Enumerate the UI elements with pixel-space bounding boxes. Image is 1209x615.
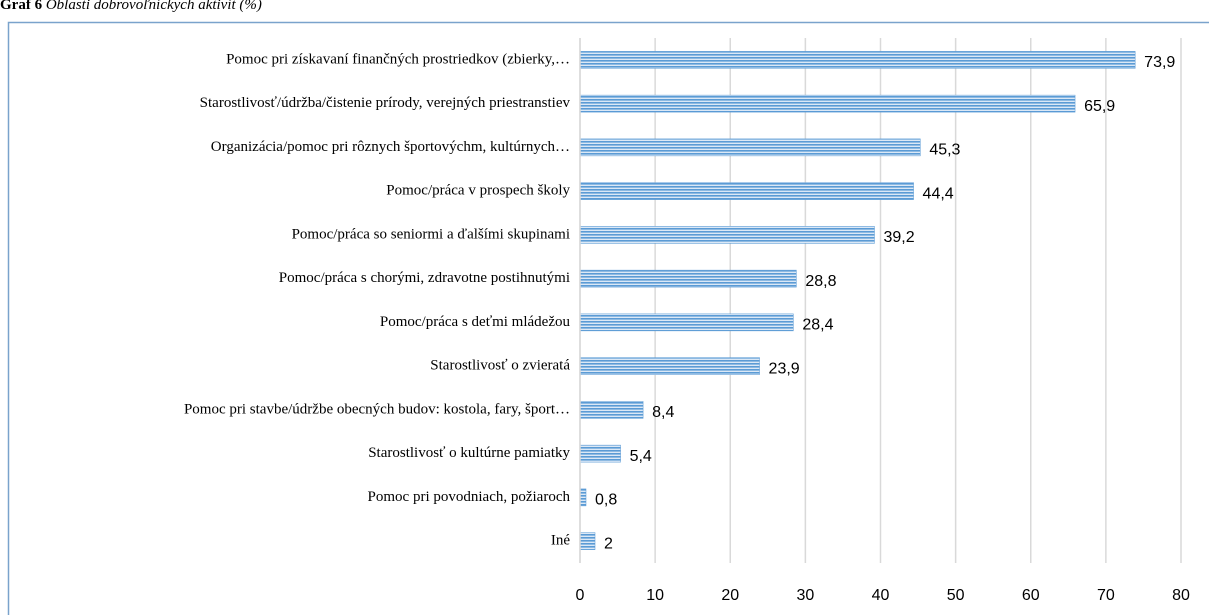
y-tick-label: Pomoc pri získavaní finančných prostried… (226, 51, 570, 67)
bar (579, 51, 1136, 69)
y-tick-label: Iné (551, 533, 570, 549)
bar (579, 357, 760, 375)
value-label: 8,4 (652, 404, 674, 421)
y-tick-label: Pomoc/práca v prospech školy (386, 183, 570, 199)
title-text: Oblasti dobrovoľníckych aktivít (%) (46, 0, 262, 13)
x-tick-label: 80 (1172, 587, 1190, 604)
value-label: 28,4 (802, 317, 833, 334)
bar (579, 488, 587, 507)
x-tick-label: 20 (721, 587, 739, 604)
y-tick-label: Pomoc/práca s chorými, zdravotne postihn… (279, 270, 570, 286)
y-tick-label: Starostlivosť o kultúrne pamiatky (368, 445, 570, 461)
value-label: 28,8 (805, 273, 836, 290)
chart-title: Graf 6 Oblasti dobrovoľníckych aktivít (… (0, 0, 262, 13)
x-tick-label: 60 (1022, 587, 1040, 604)
bar (579, 269, 797, 288)
value-label: 0,8 (595, 492, 617, 509)
x-tick-label: 0 (576, 587, 585, 604)
chart-frame (7, 21, 1209, 615)
y-tick-label: Pomoc/práca so seniormi a ďalšími skupin… (292, 226, 570, 242)
value-label: 44,4 (923, 185, 954, 202)
y-tick-label: Organizácia/pomoc pri rôznych športových… (211, 139, 570, 155)
bar (579, 138, 921, 157)
bar (579, 313, 794, 332)
bar (579, 226, 875, 244)
value-label: 2 (604, 535, 613, 552)
value-label: 65,9 (1084, 98, 1115, 115)
x-tick-label: 30 (796, 587, 814, 604)
title-prefix: Graf 6 (0, 0, 43, 13)
y-tick-label: Pomoc pri povodniach, požiaroch (368, 489, 571, 505)
x-tick-label: 50 (947, 587, 965, 604)
value-label: 23,9 (769, 360, 800, 377)
value-label: 73,9 (1144, 54, 1175, 71)
bar (579, 401, 644, 419)
bar (579, 94, 1076, 113)
value-label: 45,3 (929, 142, 960, 159)
y-tick-label: Pomoc pri stavbe/údržbe obecných budov: … (184, 401, 570, 417)
bar (579, 532, 596, 550)
value-label: 39,2 (883, 229, 914, 246)
y-tick-label: Starostlivosť/údržba/čistenie prírody, v… (200, 95, 571, 111)
bar (579, 182, 914, 200)
x-tick-label: 70 (1097, 587, 1115, 604)
y-tick-label: Pomoc/práca s deťmi mládežou (380, 314, 571, 330)
bar (579, 444, 621, 463)
value-label: 5,4 (630, 448, 652, 465)
x-tick-label: 40 (872, 587, 890, 604)
x-tick-label: 10 (646, 587, 664, 604)
y-tick-label: Starostlivosť o zvieratá (430, 358, 570, 374)
